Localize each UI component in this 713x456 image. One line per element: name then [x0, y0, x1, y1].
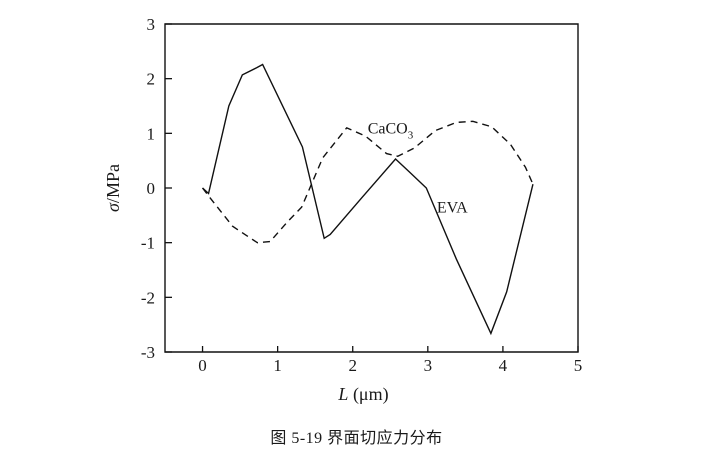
axis-titles: L (μm) σ/MPa [103, 164, 389, 405]
y-tick-label-2: 2 [147, 70, 156, 89]
y-tick-label--1: -1 [141, 234, 155, 253]
x-axis-title: L (μm) [337, 384, 388, 405]
x-axis-tick-labels: 0 1 2 3 4 5 [198, 356, 582, 375]
series-line-eva [202, 63, 534, 336]
x-tick-label-4: 4 [499, 356, 508, 375]
x-axis-ticks [201, 346, 579, 352]
y-tick-label-1: 1 [147, 124, 156, 143]
series-label-caco3: CaCO3 [368, 120, 414, 141]
x-tick-label-3: 3 [424, 356, 433, 375]
y-tick-label-3: 3 [147, 15, 156, 34]
y-axis-tick-labels: -3 -2 -1 0 1 2 3 [141, 15, 155, 362]
series-label-eva: EVA [437, 200, 468, 217]
y-axis-ticks [165, 23, 172, 353]
series-line-caco3 [201, 120, 534, 244]
axis-box [164, 23, 579, 353]
y-axis-title: σ/MPa [103, 164, 123, 212]
x-tick-label-0: 0 [198, 356, 207, 375]
plot-frame [164, 23, 579, 353]
y-tick-label--3: -3 [141, 343, 155, 362]
figure-caption: 图 5-19 界面切应力分布 [270, 430, 443, 447]
data-series-group [201, 63, 534, 336]
y-tick-label-0: 0 [147, 179, 156, 198]
x-tick-label-5: 5 [574, 356, 583, 375]
y-tick-label--2: -2 [141, 288, 155, 307]
series-annotations: EVA CaCO3 [368, 120, 468, 216]
x-tick-label-1: 1 [273, 356, 282, 375]
x-tick-label-2: 2 [348, 356, 357, 375]
interface-shear-stress-chart: 0 1 2 3 4 5 -3 -2 -1 0 1 2 3 EVA CaCO3 L (μm) σ/MPa [103, 15, 582, 405]
